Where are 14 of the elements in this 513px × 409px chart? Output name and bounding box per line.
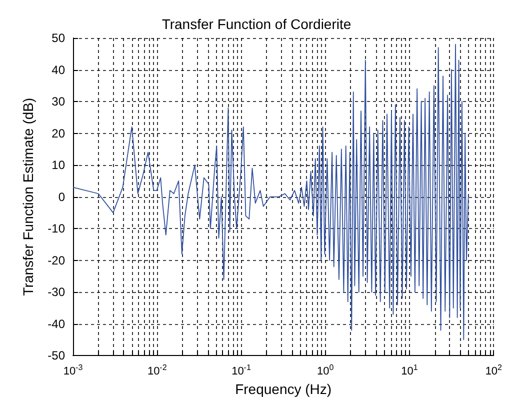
chart-title: Transfer Function of Cordierite bbox=[162, 16, 352, 32]
y-tick-label: -30 bbox=[48, 285, 66, 300]
y-tick-label: 20 bbox=[52, 126, 66, 140]
y-tick-label: 40 bbox=[52, 62, 66, 77]
y-tick-label: -20 bbox=[48, 253, 66, 268]
y-tick-label: -10 bbox=[48, 222, 66, 236]
y-axis-title: Transfer Function Estimate (dB) bbox=[20, 98, 36, 296]
y-tick-label: -50 bbox=[48, 348, 66, 363]
y-tick-label: 10 bbox=[52, 158, 66, 172]
y-tick-label: 30 bbox=[52, 94, 66, 109]
y-tick-label: 50 bbox=[52, 31, 66, 45]
y-tick-label: -40 bbox=[48, 316, 66, 331]
y-tick-label: 0 bbox=[58, 190, 66, 204]
x-axis-title: Frequency (Hz) bbox=[235, 381, 332, 397]
